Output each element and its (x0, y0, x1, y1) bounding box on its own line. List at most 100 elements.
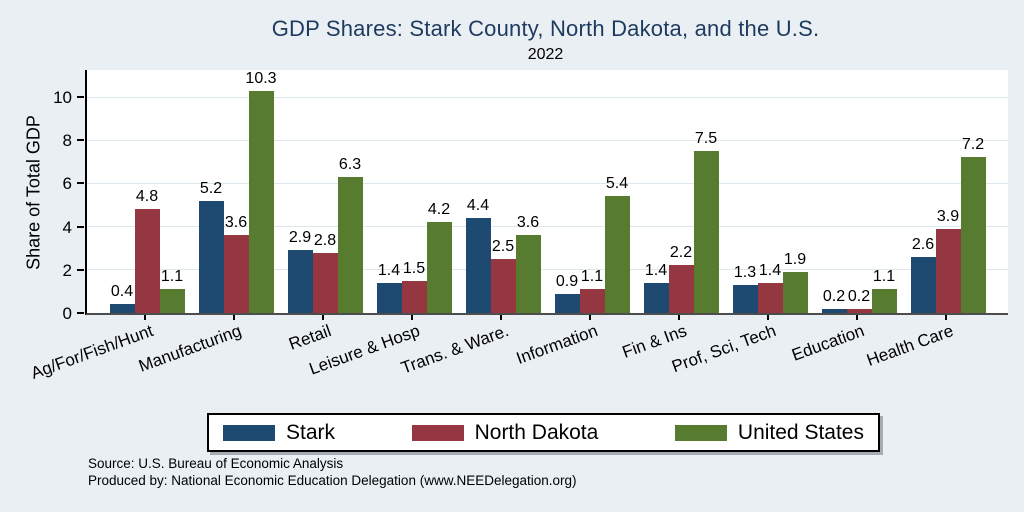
legend: Stark North Dakota United States (207, 413, 880, 452)
x-axis-label-health-care: Health Care (864, 321, 957, 370)
bar-value-stark-fin-ins: 1.4 (644, 261, 668, 279)
y-tick-10 (77, 96, 84, 98)
bar-united-states-information (604, 196, 630, 313)
y-tick-label-2: 2 (62, 260, 72, 280)
y-tick-8 (77, 139, 84, 142)
bar-value-stark-education: 0.2 (822, 287, 846, 305)
bar-stark-retail (287, 250, 313, 313)
bar-stark-manufacturing (198, 200, 224, 313)
bar-united-states-health-care (960, 157, 986, 313)
bar-stark-prof-sci-tech (732, 284, 758, 313)
bar-north-dakota-prof-sci-tech (757, 282, 783, 313)
gridline-y-4 (87, 226, 1008, 228)
bar-stark-ag-for-fish-hunt (109, 304, 135, 313)
bar-value-stark-retail: 2.9 (288, 229, 312, 247)
gridline-y-8 (87, 139, 1008, 141)
x-tick-manufacturing (233, 315, 235, 320)
bar-united-states-leisure-hosp (426, 222, 452, 313)
bar-value-united-states-information: 5.4 (605, 175, 629, 193)
legend-entry-stark: Stark (223, 421, 335, 445)
x-axis-label-information: Information (513, 321, 601, 369)
bar-north-dakota-health-care (935, 228, 961, 313)
x-axis-label-education: Education (789, 321, 868, 365)
y-tick-label-6: 6 (62, 174, 72, 194)
bar-value-north-dakota-trans-ware: 2.5 (491, 238, 515, 255)
legend-swatch-north-dakota (411, 424, 464, 441)
bar-value-stark-health-care: 2.6 (911, 235, 935, 253)
bar-north-dakota-fin-ins (668, 265, 694, 313)
bar-stark-leisure-hosp (376, 282, 402, 313)
bar-stark-fin-ins (643, 282, 669, 313)
bar-value-stark-prof-sci-tech: 1.3 (733, 263, 757, 281)
bar-value-north-dakota-ag-for-fish-hunt: 4.8 (135, 188, 159, 206)
bar-north-dakota-ag-for-fish-hunt (134, 209, 160, 313)
y-tick-2 (77, 268, 84, 271)
y-tick-label-8: 8 (62, 131, 72, 151)
bar-united-states-trans-ware (515, 235, 541, 313)
bar-north-dakota-manufacturing (223, 235, 249, 313)
source-note: Source: U.S. Bureau of Economic Analysis (88, 456, 344, 471)
bar-value-north-dakota-retail: 2.8 (313, 231, 337, 249)
bar-north-dakota-leisure-hosp (401, 280, 427, 313)
bar-north-dakota-trans-ware (490, 259, 516, 313)
legend-entry-united-states: United States (674, 420, 864, 445)
bar-value-north-dakota-manufacturing: 3.6 (224, 214, 248, 232)
x-tick-prof-sci-tech (767, 315, 769, 320)
produced-by-note: Produced by: National Economic Education… (88, 472, 577, 488)
bar-stark-education (821, 308, 847, 313)
legend-label-stark: Stark (286, 420, 336, 444)
x-tick-health-care (945, 315, 947, 320)
bar-value-united-states-leisure-hosp: 4.2 (427, 201, 451, 219)
bar-value-north-dakota-health-care: 3.9 (936, 207, 960, 225)
plot-area: 0.4 4.8 1.1 5.2 3.6 10.3 2.9 2.8 6.3 1.4 1.5 4.2 4.4… (85, 70, 1008, 315)
bar-value-united-states-education: 1.1 (872, 268, 896, 286)
bar-stark-health-care (910, 256, 936, 313)
bar-value-united-states-trans-ware: 3.6 (516, 214, 540, 232)
legend-swatch-united-states (674, 424, 727, 441)
chart-subtitle: 2022 (527, 46, 564, 63)
bar-value-united-states-manufacturing: 10.3 (245, 69, 277, 87)
bar-value-north-dakota-information: 1.1 (580, 268, 604, 286)
bar-north-dakota-information (579, 289, 605, 313)
bar-united-states-education (871, 289, 897, 313)
bar-united-states-ag-for-fish-hunt (159, 289, 185, 313)
bar-value-stark-manufacturing: 5.2 (199, 179, 223, 197)
bar-united-states-prof-sci-tech (782, 271, 808, 313)
x-tick-information (589, 315, 591, 320)
bar-value-stark-leisure-hosp: 1.4 (377, 261, 401, 279)
legend-swatch-stark (223, 424, 275, 441)
y-tick-4 (77, 225, 84, 228)
y-tick-6 (77, 182, 84, 185)
gridline-y-10 (87, 96, 1008, 98)
x-tick-education (856, 315, 858, 320)
chart-title: GDP Shares: Stark County, North Dakota, … (271, 16, 820, 41)
bar-value-united-states-retail: 6.3 (338, 155, 362, 173)
bar-value-stark-information: 0.9 (555, 272, 579, 290)
bar-value-united-states-health-care: 7.2 (961, 136, 985, 154)
bar-value-united-states-prof-sci-tech: 1.9 (783, 250, 807, 268)
legend-entry-north-dakota: North Dakota (411, 420, 599, 445)
bar-value-united-states-ag-for-fish-hunt: 1.1 (160, 268, 184, 286)
bar-united-states-retail (337, 176, 363, 313)
legend-label-north-dakota: North Dakota (474, 420, 599, 444)
footer-notes: Source: U.S. Bureau of Economic Analysis… (88, 456, 577, 490)
x-tick-fin-ins (678, 315, 680, 320)
x-tick-retail (322, 315, 324, 320)
bar-value-north-dakota-fin-ins: 2.2 (669, 244, 693, 262)
bar-north-dakota-education (846, 308, 872, 313)
bar-value-north-dakota-prof-sci-tech: 1.4 (758, 261, 782, 279)
y-tick-label-10: 10 (53, 88, 72, 107)
bar-stark-information (554, 293, 580, 313)
y-tick-label-0: 0 (62, 304, 72, 323)
y-tick-0 (77, 312, 84, 314)
x-axis-label-ag-for-fish-hunt: Ag/For/Fish/Hunt (27, 321, 156, 383)
legend-label-united-states: United States (737, 420, 864, 444)
gridline-y-2 (87, 269, 1008, 271)
gridline-y-6 (87, 182, 1008, 184)
bar-value-united-states-fin-ins: 7.5 (694, 130, 718, 147)
x-tick-ag-for-fish-hunt (144, 315, 146, 320)
x-axis-label-retail: Retail (285, 321, 334, 354)
x-tick-trans-ware (500, 315, 502, 320)
bar-united-states-manufacturing (248, 90, 274, 313)
